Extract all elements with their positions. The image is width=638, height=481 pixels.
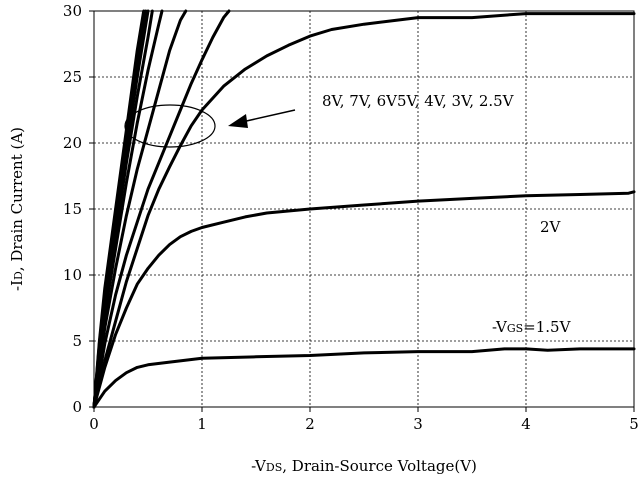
x-tick-label: 5 <box>629 415 638 433</box>
x-label-suffix: , Drain-Source Voltage(V) <box>282 457 477 475</box>
series-line-7 <box>92 12 636 409</box>
y-label-prefix: -I <box>8 280 26 291</box>
series-line-4 <box>92 9 164 409</box>
series-line-9 <box>92 347 636 409</box>
y-tick-label: 0 <box>72 398 82 416</box>
series-line-8 <box>92 190 636 409</box>
label-2v: 2V <box>540 218 562 236</box>
y-tick-label: 10 <box>63 266 82 284</box>
label-vgs-sub: GS <box>507 322 523 335</box>
axis-ticks: 0 1 2 3 4 5 0 5 10 15 20 25 30 <box>63 2 638 433</box>
y-tick-label: 5 <box>72 332 82 350</box>
y-tick-label: 25 <box>63 68 82 86</box>
x-tick-label: 3 <box>413 415 423 433</box>
x-tick-label: 2 <box>305 415 315 433</box>
grouping-ellipse <box>124 104 216 148</box>
x-tick-label: 0 <box>89 415 99 433</box>
annotation-arrow-head <box>228 114 248 128</box>
y-tick-label: 20 <box>63 134 82 152</box>
curves <box>92 9 636 409</box>
label-vgs-1-5v: -VGS=1.5V <box>492 318 572 336</box>
x-tick-label: 1 <box>197 415 207 433</box>
x-label-prefix: -V <box>251 457 267 475</box>
series-line-6 <box>92 9 231 409</box>
y-axis-label: -ID, Drain Current (A) <box>8 127 26 291</box>
x-tick-label: 4 <box>521 415 531 433</box>
label-high-vgs: 8V, 7V, 6V5V, 4V, 3V, 2.5V <box>322 92 515 110</box>
y-tick-label: 15 <box>63 200 82 218</box>
label-vgs-prefix: -V <box>492 318 508 336</box>
x-label-sub: DS <box>266 461 282 474</box>
annotation-arrow-shaft <box>241 109 296 123</box>
label-vgs-suffix: =1.5V <box>523 318 571 336</box>
grid-lines <box>94 11 634 407</box>
x-axis-label: -VDS, Drain-Source Voltage(V) <box>251 457 477 475</box>
y-label-sub: D <box>12 271 25 280</box>
y-label-suffix: , Drain Current (A) <box>8 127 26 271</box>
series-line-5 <box>92 9 188 409</box>
y-tick-label: 30 <box>63 2 82 20</box>
